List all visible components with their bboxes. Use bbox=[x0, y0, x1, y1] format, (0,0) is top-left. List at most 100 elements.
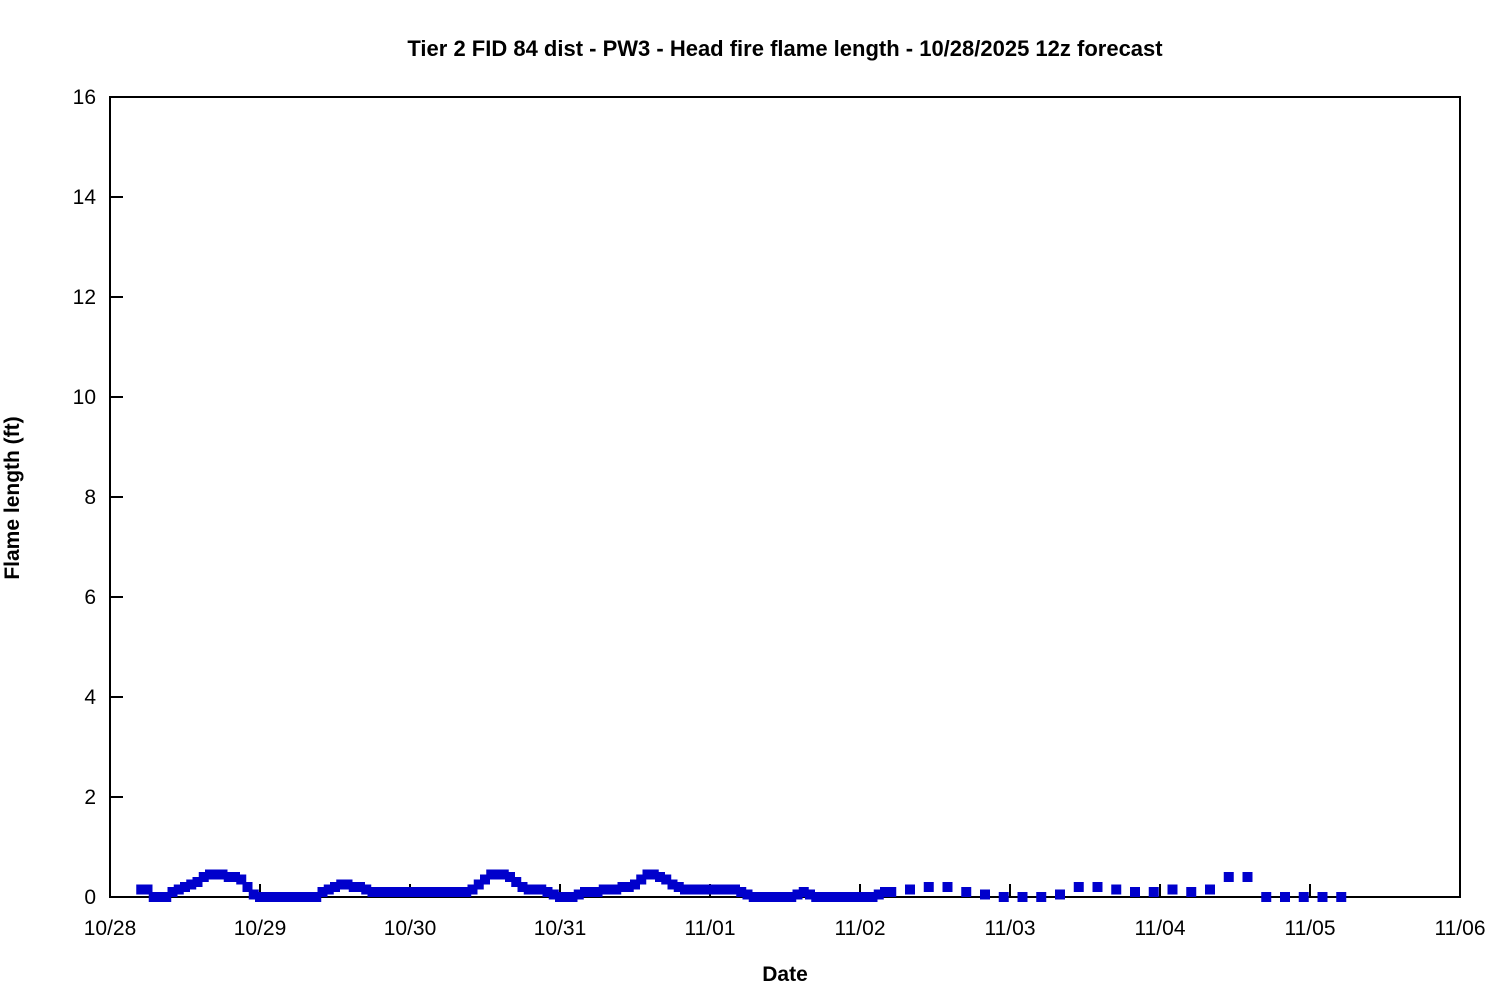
data-point-marker bbox=[336, 879, 347, 890]
data-point-marker bbox=[305, 892, 315, 902]
data-point-marker bbox=[480, 874, 490, 885]
data-point-marker bbox=[292, 892, 303, 902]
data-point-marker bbox=[1336, 892, 1347, 902]
data-point-marker bbox=[848, 892, 859, 902]
data-point-marker bbox=[342, 879, 353, 890]
data-point-marker bbox=[517, 882, 528, 892]
data-point-marker bbox=[186, 879, 197, 890]
data-point-marker bbox=[773, 892, 784, 902]
data-point-marker bbox=[273, 892, 284, 902]
data-point-marker bbox=[923, 882, 934, 892]
data-point-marker bbox=[736, 887, 747, 897]
data-point-marker bbox=[530, 884, 540, 895]
data-point-marker bbox=[636, 874, 647, 885]
data-point-marker bbox=[461, 887, 472, 897]
x-tick-label: 10/31 bbox=[534, 917, 587, 940]
data-point-marker bbox=[198, 872, 209, 882]
data-point-marker bbox=[686, 884, 697, 895]
data-point-marker bbox=[505, 872, 515, 882]
data-point-marker bbox=[961, 887, 972, 897]
data-point-marker bbox=[223, 872, 234, 882]
data-point-marker bbox=[680, 884, 690, 895]
data-point-marker bbox=[436, 887, 447, 897]
data-point-marker bbox=[873, 889, 884, 900]
data-point-marker bbox=[567, 892, 578, 902]
data-point-marker bbox=[386, 887, 397, 897]
data-point-marker bbox=[467, 884, 478, 895]
data-point-marker bbox=[136, 884, 147, 895]
data-point-marker bbox=[711, 884, 722, 895]
data-point-marker bbox=[617, 882, 628, 892]
data-point-marker bbox=[655, 872, 665, 882]
y-tick-label: 16 bbox=[73, 86, 96, 109]
x-tick-label: 10/29 bbox=[234, 917, 287, 940]
data-point-marker bbox=[1167, 884, 1178, 895]
data-point-marker bbox=[761, 892, 772, 902]
data-point-marker bbox=[298, 892, 309, 902]
data-point-marker bbox=[798, 887, 809, 897]
data-point-marker bbox=[717, 884, 728, 895]
data-point-marker bbox=[1055, 889, 1065, 900]
data-point-marker bbox=[286, 892, 297, 902]
y-tick-label: 14 bbox=[73, 186, 97, 209]
data-point-marker bbox=[792, 889, 803, 900]
data-point-marker bbox=[473, 879, 484, 890]
x-axis-label: Date bbox=[762, 963, 808, 986]
data-point-marker bbox=[523, 884, 534, 895]
data-point-marker bbox=[905, 884, 915, 895]
data-point-marker bbox=[667, 879, 678, 890]
data-point-marker bbox=[1242, 872, 1253, 882]
data-point-marker bbox=[448, 887, 459, 897]
data-point-marker bbox=[1223, 872, 1234, 882]
y-tick-label: 2 bbox=[84, 786, 96, 809]
data-point-marker bbox=[1148, 887, 1159, 897]
data-point-marker bbox=[398, 887, 409, 897]
data-point-marker bbox=[217, 869, 228, 880]
data-point-marker bbox=[942, 882, 953, 892]
data-point-marker bbox=[1036, 892, 1047, 902]
data-point-marker bbox=[642, 869, 653, 880]
data-point-marker bbox=[855, 892, 865, 902]
data-point-marker bbox=[380, 887, 390, 897]
data-point-marker bbox=[1017, 892, 1028, 902]
data-point-marker bbox=[280, 892, 290, 902]
data-point-marker bbox=[661, 874, 672, 885]
y-tick-label: 0 bbox=[84, 886, 96, 909]
data-point-marker bbox=[148, 892, 159, 902]
data-point-marker bbox=[355, 882, 365, 892]
data-point-marker bbox=[311, 892, 322, 902]
data-point-marker bbox=[673, 882, 684, 892]
data-point-marker bbox=[142, 884, 153, 895]
data-point-marker bbox=[180, 882, 190, 892]
x-tick-label: 11/05 bbox=[1285, 917, 1336, 940]
y-tick-label: 12 bbox=[73, 286, 96, 309]
data-point-marker bbox=[1130, 887, 1140, 897]
data-point-marker bbox=[817, 892, 828, 902]
data-point-marker bbox=[230, 872, 240, 882]
data-point-marker bbox=[842, 892, 853, 902]
data-point-marker bbox=[548, 889, 559, 900]
data-point-marker bbox=[742, 889, 753, 900]
data-point-marker bbox=[511, 877, 522, 887]
data-point-marker bbox=[867, 892, 878, 902]
data-point-marker bbox=[267, 892, 278, 902]
data-point-marker bbox=[536, 884, 547, 895]
data-point-marker bbox=[723, 884, 734, 895]
data-point-marker bbox=[455, 887, 465, 897]
data-point-marker bbox=[611, 884, 622, 895]
data-point-marker bbox=[1186, 887, 1197, 897]
data-point-marker bbox=[1280, 892, 1290, 902]
data-point-marker bbox=[317, 887, 328, 897]
data-point-marker bbox=[330, 882, 340, 892]
x-tick-label: 10/28 bbox=[84, 917, 137, 940]
data-point-marker bbox=[261, 892, 272, 902]
chart-title: Tier 2 FID 84 dist - PW3 - Head fire fla… bbox=[407, 36, 1163, 61]
data-point-marker bbox=[861, 892, 872, 902]
y-tick-label: 4 bbox=[84, 686, 96, 709]
data-point-marker bbox=[805, 889, 815, 900]
data-point-marker bbox=[486, 869, 497, 880]
y-tick-label: 6 bbox=[84, 586, 96, 609]
data-point-marker bbox=[392, 887, 403, 897]
